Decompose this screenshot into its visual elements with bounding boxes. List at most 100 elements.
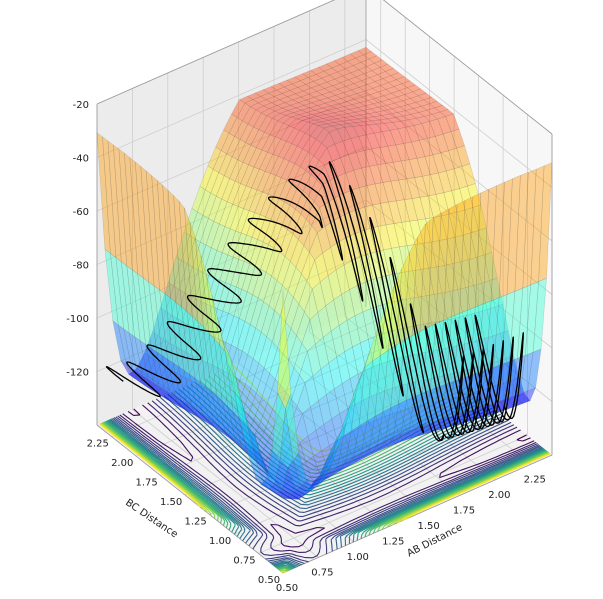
surface-facet xyxy=(173,321,188,350)
surface-facet xyxy=(316,226,331,254)
surface-facet xyxy=(313,142,328,161)
surface-facet xyxy=(197,244,212,274)
surface-facet xyxy=(399,326,414,357)
surface-facet xyxy=(326,388,340,420)
surface-facet xyxy=(467,192,482,311)
surface-facet xyxy=(369,411,384,450)
surface-facet xyxy=(238,95,254,104)
contour-line xyxy=(113,396,541,565)
surface-facet xyxy=(334,140,349,159)
surface-facet xyxy=(120,360,135,379)
surface-facet xyxy=(416,156,431,177)
surface-facet xyxy=(160,281,174,312)
surface-facet xyxy=(411,223,426,337)
surface-facet xyxy=(224,430,239,446)
surface-facet xyxy=(104,248,119,326)
surface-facet xyxy=(367,111,383,118)
x-tick-label: 1.00 xyxy=(347,552,369,563)
surface-facet xyxy=(342,452,357,467)
surface-facet xyxy=(212,150,227,173)
surface-facet xyxy=(246,450,261,466)
surface-facet xyxy=(374,182,389,204)
surface-facet xyxy=(363,444,379,459)
surface-facet xyxy=(341,53,357,62)
surface-facet xyxy=(227,230,242,258)
surface-facet xyxy=(375,110,391,116)
surface-facet xyxy=(282,116,298,126)
surface-facet xyxy=(228,347,243,378)
surface-facet xyxy=(272,138,287,157)
surface-facet xyxy=(291,80,307,88)
surface-facet xyxy=(145,170,160,291)
surface-facet xyxy=(277,140,293,159)
surface-facet xyxy=(251,168,266,191)
surface-facet xyxy=(215,370,230,397)
surface-facet xyxy=(445,113,460,132)
surface-facet xyxy=(256,430,271,453)
y-tick-label: 0.50 xyxy=(258,575,280,586)
surface-facet xyxy=(366,183,381,206)
surface-facet xyxy=(389,431,404,445)
surface-facet xyxy=(282,327,297,361)
surface-facet xyxy=(361,415,376,454)
surface-facet xyxy=(195,238,210,334)
surface-facet xyxy=(216,395,231,436)
contour-line xyxy=(115,398,540,563)
surface-facet xyxy=(186,238,201,268)
axis-edge xyxy=(96,0,336,105)
surface-facet xyxy=(384,413,399,435)
surface-facet xyxy=(249,102,265,111)
surface-facet xyxy=(283,398,298,430)
surface-facet xyxy=(200,275,215,305)
surface-facet xyxy=(317,123,333,129)
surface-facet xyxy=(437,170,453,194)
surface-facet xyxy=(253,149,268,170)
surface-facet xyxy=(309,231,323,261)
surface-facet xyxy=(434,417,450,432)
surface-facet xyxy=(309,312,324,345)
surface-facet xyxy=(307,138,322,157)
surface-facet xyxy=(266,310,281,343)
surface-facet xyxy=(336,351,351,384)
surface-facet xyxy=(274,459,289,490)
surface-facet xyxy=(175,396,190,413)
surface-facet xyxy=(369,74,384,82)
surface-facet xyxy=(275,421,290,449)
surface-facet xyxy=(203,326,218,397)
surface-facet xyxy=(219,254,234,283)
surface-facet xyxy=(352,62,368,70)
surface-facet xyxy=(260,453,275,479)
surface-facet xyxy=(478,309,493,339)
x-tick-label: 0.75 xyxy=(311,568,333,579)
surface-facet xyxy=(293,451,307,487)
surface-facet xyxy=(129,156,144,279)
surface-facet xyxy=(263,275,278,307)
surface-facet xyxy=(148,281,163,356)
surface-facet xyxy=(378,118,394,124)
surface-facet xyxy=(353,80,368,88)
surface-facet xyxy=(232,431,247,446)
surface-facet xyxy=(313,457,328,482)
surface-facet xyxy=(367,251,382,280)
surface-facet xyxy=(346,122,362,127)
surface-facet xyxy=(349,373,364,405)
surface-facet xyxy=(279,290,294,323)
surface-facet xyxy=(300,480,315,495)
surface-facet xyxy=(224,350,239,419)
surface-facet xyxy=(385,86,400,94)
surface-facet xyxy=(139,375,154,387)
surface-facet xyxy=(272,384,287,416)
surface-facet xyxy=(396,94,411,102)
surface-facet xyxy=(336,435,351,458)
surface-facet xyxy=(254,191,269,216)
surface-facet xyxy=(345,99,361,105)
surface-facet xyxy=(217,317,231,359)
surface-facet xyxy=(303,485,318,496)
surface-facet xyxy=(291,166,306,188)
surface-facet xyxy=(380,82,395,90)
z-tick-label: -20 xyxy=(73,100,89,111)
surface-facet xyxy=(168,317,183,347)
surface-facet xyxy=(489,277,504,308)
surface-facet xyxy=(459,185,474,211)
y-tick-label: 2.25 xyxy=(87,439,109,450)
